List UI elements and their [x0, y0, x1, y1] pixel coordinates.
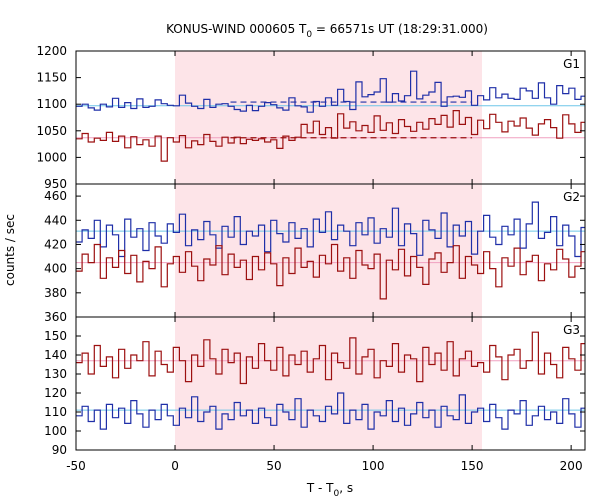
series-blue-line [76, 70, 585, 113]
x-tick-label: 50 [266, 459, 281, 473]
y-tick-label: 440 [44, 213, 67, 227]
y-axis-label: counts / sec [3, 214, 17, 286]
x-axis-label-rest: , s [339, 481, 353, 495]
y-tick-label: 90 [52, 443, 67, 457]
panel-label: G1 [563, 57, 580, 71]
panel-label: G2 [563, 190, 580, 204]
panel-g1: 950 1000 1050 1100 1150 1200 G1 [36, 44, 586, 191]
series-red-line [76, 331, 585, 385]
series-red-line [76, 243, 585, 300]
y-tick-label: 1050 [36, 124, 67, 138]
y-tick-label: 420 [44, 237, 67, 251]
chart-title: KONUS-WIND 000605 T0 = 66571s UT (18:29:… [166, 22, 488, 40]
y-tick-label: 380 [44, 286, 67, 300]
y-tick-label: 950 [44, 177, 67, 191]
series-blue-line [76, 392, 585, 430]
panels-group: 95010001050110011501200G1360380400420440… [36, 44, 586, 473]
y-tick-label: 150 [44, 329, 67, 343]
y-tick-label: 1200 [36, 44, 67, 58]
x-tick-label: 150 [461, 459, 484, 473]
x-axis-label: T - T0, s [306, 481, 353, 499]
y-tick-label: 100 [44, 424, 67, 438]
y-tick-label: 1000 [36, 150, 67, 164]
panel-frame [75, 316, 586, 451]
highlight-band [175, 317, 483, 450]
y-tick-label: 140 [44, 348, 67, 362]
y-tick-label: 1100 [36, 97, 67, 111]
series-red-line [76, 110, 585, 162]
highlight-band [175, 51, 483, 184]
x-tick-label: 200 [560, 459, 583, 473]
x-tick-label: -50 [66, 459, 86, 473]
highlight-band [175, 184, 483, 317]
y-tick-label: 120 [44, 386, 67, 400]
x-axis-label-sub: 0 [334, 489, 340, 499]
y-tick-label: 400 [44, 262, 67, 276]
y-tick-label: 130 [44, 367, 67, 381]
x-axis-label-main: T - T [306, 481, 334, 495]
panel-g3: 90 100 110 120 130 140 150 -50 0 50 100 150 200 G3 [44, 316, 586, 473]
chart-title-sub: 0 [306, 30, 312, 40]
chart-title-main: KONUS-WIND 000605 T [166, 22, 307, 36]
chart-title-rest: = 66571s UT (18:29:31.000) [312, 22, 488, 36]
y-tick-label: 360 [44, 310, 67, 324]
y-tick-label: 1150 [36, 71, 67, 85]
x-tick-label: 100 [362, 459, 385, 473]
y-tick-label: 460 [44, 189, 67, 203]
panel-g2: 360 380 400 420 440 460 G2 [44, 183, 586, 324]
y-tick-label: 110 [44, 405, 67, 419]
x-tick-label: 0 [171, 459, 179, 473]
series-blue-line [76, 201, 585, 258]
panel-label: G3 [563, 323, 580, 337]
